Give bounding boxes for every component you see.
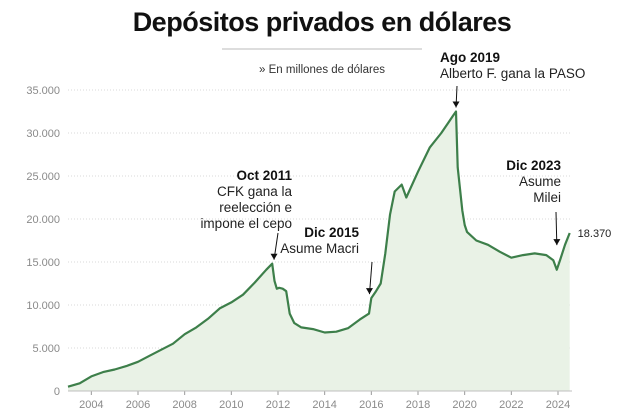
annotation-text: Alberto F. gana la PASO [440, 66, 585, 81]
x-tick-label: 2022 [499, 399, 523, 409]
y-tick-label: 10.000 [26, 300, 60, 312]
x-tick-label: 2010 [219, 399, 243, 409]
x-tick-label: 2020 [452, 399, 476, 409]
x-tick-label: 2016 [359, 399, 383, 409]
annotation-text: Milei [533, 190, 561, 205]
x-tick-label: 2006 [126, 399, 150, 409]
x-tick-label: 2012 [266, 399, 290, 409]
x-tick-label: 2018 [406, 399, 430, 409]
y-tick-label: 30.000 [26, 128, 60, 140]
annotation-arrowhead [270, 253, 278, 260]
annotation-text: Asume [519, 174, 561, 189]
x-axis: 2004 2006 2008 2010 2012 2014 2016 2018 2020 2022… [79, 391, 570, 409]
annotation-arrowhead [553, 239, 561, 246]
annotation-text: Asume Macri [280, 241, 359, 256]
x-tick-label: 2008 [172, 399, 196, 409]
last-value-label: 18.370 [578, 228, 612, 240]
y-tick-label: 25.000 [26, 171, 60, 183]
annotation-text: CFK gana la [217, 184, 293, 199]
y-tick-label: 0 [54, 386, 60, 398]
y-tick-label: 35.000 [26, 85, 60, 97]
annotation-arrowhead [365, 288, 373, 295]
annotation-date: Dic 2015 [304, 225, 359, 240]
annotation-date: Oct 2011 [236, 168, 292, 183]
gridlines [68, 89, 572, 349]
annotation-date: Ago 2019 [440, 50, 500, 65]
y-tick-label: 15.000 [26, 257, 60, 269]
x-tick-label: 2024 [546, 399, 570, 409]
y-tick-label: 20.000 [26, 214, 60, 226]
chart-title: Depósitos privados en dólares [133, 7, 512, 37]
y-axis: 0 5.000 10.000 15.000 20.000 25.000 30.000 35.0… [26, 85, 60, 398]
annotation-arrowhead [452, 101, 460, 108]
deposits-area [68, 111, 570, 391]
deposits-line [67, 110, 571, 388]
y-tick-label: 5.000 [32, 343, 60, 355]
x-tick-label: 2004 [79, 399, 103, 409]
annotation-text: impone el cepo [200, 216, 292, 231]
annotation-date: Dic 2023 [506, 158, 561, 173]
x-tick-label: 2014 [312, 399, 336, 409]
annotation-text: reelección e [219, 200, 292, 215]
chart-subtitle: » En millones de dólares [259, 64, 385, 76]
